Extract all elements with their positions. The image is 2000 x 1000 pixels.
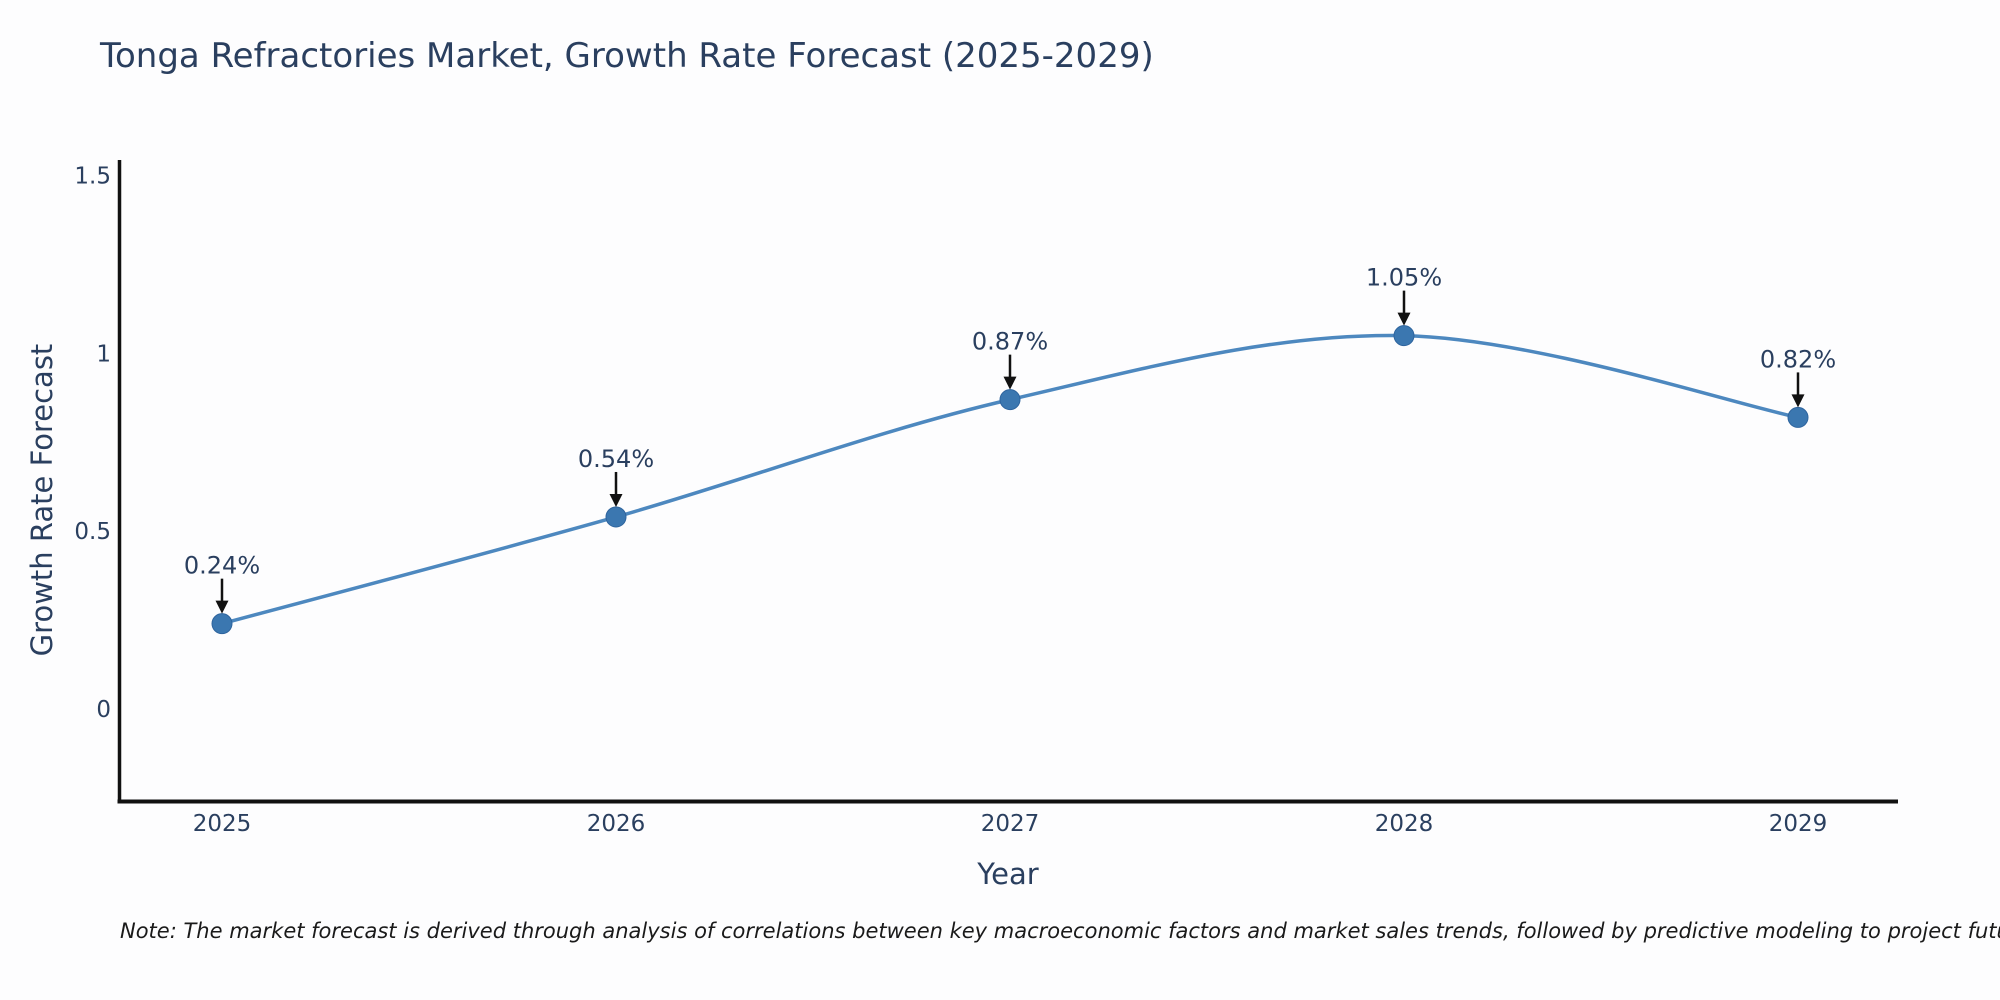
x-tick-label: 2027 bbox=[981, 811, 1040, 837]
data-point-value-label: 0.87% bbox=[972, 328, 1048, 356]
y-axis-title: Growth Rate Forecast bbox=[25, 343, 59, 657]
annotation-arrow-head bbox=[1397, 312, 1411, 326]
data-point bbox=[211, 613, 233, 635]
annotation-arrow-head bbox=[609, 493, 623, 507]
x-axis-title: Year bbox=[977, 857, 1039, 891]
y-tick-label: 0 bbox=[96, 697, 111, 723]
data-point-value-label: 0.24% bbox=[184, 552, 260, 580]
data-point bbox=[605, 506, 627, 528]
annotation-arrow-head bbox=[215, 600, 229, 614]
y-tick-label: 1 bbox=[96, 341, 111, 367]
x-tick-label: 2025 bbox=[193, 811, 252, 837]
data-point-value-label: 0.82% bbox=[1760, 345, 1836, 373]
x-tick-label: 2029 bbox=[1769, 811, 1828, 837]
x-tick-label: 2028 bbox=[1375, 811, 1434, 837]
annotation-arrow-head bbox=[1791, 394, 1805, 408]
data-point bbox=[999, 389, 1021, 411]
data-point bbox=[1787, 406, 1809, 428]
annotation-arrow-head bbox=[1003, 376, 1017, 390]
data-point-value-label: 1.05% bbox=[1366, 264, 1442, 292]
y-tick-label: 1.5 bbox=[74, 164, 111, 190]
footnote: Note: The market forecast is derived thr… bbox=[120, 919, 2000, 943]
data-point-value-label: 0.54% bbox=[578, 445, 654, 473]
data-point bbox=[1393, 325, 1415, 347]
x-tick-label: 2026 bbox=[587, 811, 646, 837]
y-tick-label: 0.5 bbox=[74, 519, 111, 545]
chart-title: Tonga Refractories Market, Growth Rate F… bbox=[100, 36, 1154, 76]
